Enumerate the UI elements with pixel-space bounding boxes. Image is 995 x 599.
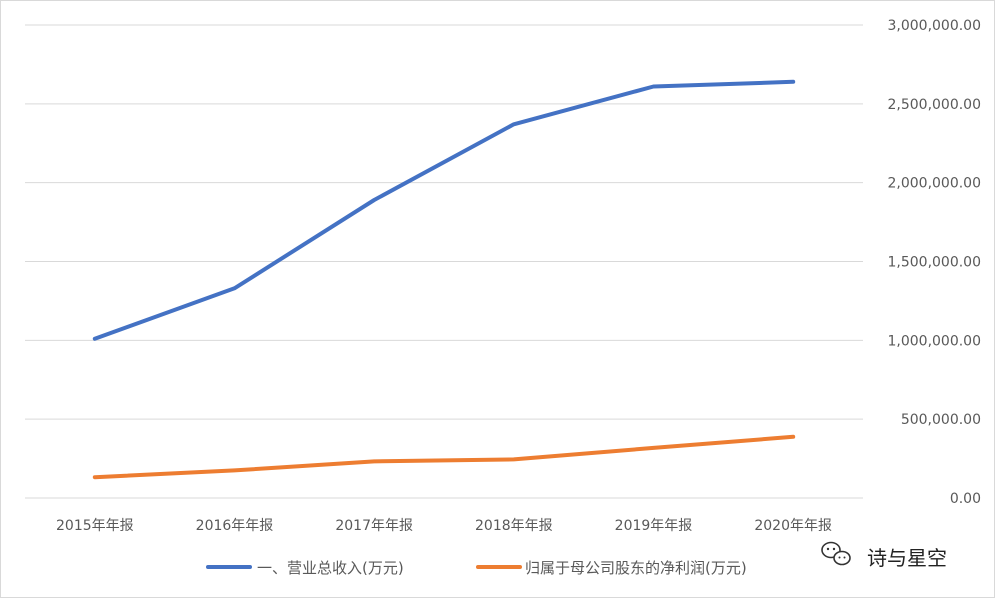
y-tick-label: 2,000,000.00 [887, 176, 981, 192]
y-tick-label: 0.00 [950, 491, 981, 507]
x-tick-label: 2018年年报 [475, 518, 553, 534]
data-point [93, 337, 97, 341]
x-tick-label: 2015年年报 [56, 518, 134, 534]
series-line-2 [92, 434, 796, 480]
legend-item-2: 归属于母公司股东的净利润(万元) [476, 559, 747, 577]
data-point [652, 84, 655, 88]
legend-item-1: 一、营业总收入(万元) [206, 559, 404, 577]
data-point [233, 286, 236, 290]
y-tick-label: 3,000,000.00 [887, 18, 981, 34]
y-axis-tick-labels: 0.00 500,000.00 1,000,000.00 1,500,000.00 2,… [887, 18, 981, 507]
legend: 一、营业总收入(万元) 归属于母公司股东的净利润(万元) [206, 559, 747, 577]
x-tick-label: 2016年年报 [196, 518, 274, 534]
data-point [233, 468, 236, 472]
watermark-text: 诗与星空 [867, 546, 947, 570]
y-tick-label: 1,500,000.00 [887, 255, 981, 271]
x-tick-label: 2017年年报 [335, 518, 413, 534]
y-tick-label: 2,500,000.00 [887, 97, 981, 113]
y-tick-label: 1,000,000.00 [887, 333, 981, 349]
series-lines [92, 79, 796, 480]
x-tick-label: 2019年年报 [615, 518, 693, 534]
watermark: 诗与星空 [821, 541, 947, 570]
y-tick-label: 500,000.00 [901, 412, 981, 428]
gridlines [25, 24, 863, 499]
data-point [791, 435, 795, 439]
legend-label: 一、营业总收入(万元) [257, 559, 404, 577]
wechat-icon [821, 541, 851, 566]
data-point [93, 475, 97, 479]
legend-label: 归属于母公司股东的净利润(万元) [525, 559, 747, 577]
data-point [512, 457, 516, 461]
data-point [512, 122, 516, 126]
data-point [652, 446, 655, 450]
x-axis-tick-labels: 2015年年报 2016年年报 2017年年报 2018年年报 2019年年报 2020年… [56, 518, 832, 534]
data-point [372, 459, 376, 463]
data-point [791, 80, 795, 84]
data-point [372, 198, 376, 202]
series-line-1 [92, 79, 796, 341]
x-tick-label: 2020年年报 [754, 518, 832, 534]
